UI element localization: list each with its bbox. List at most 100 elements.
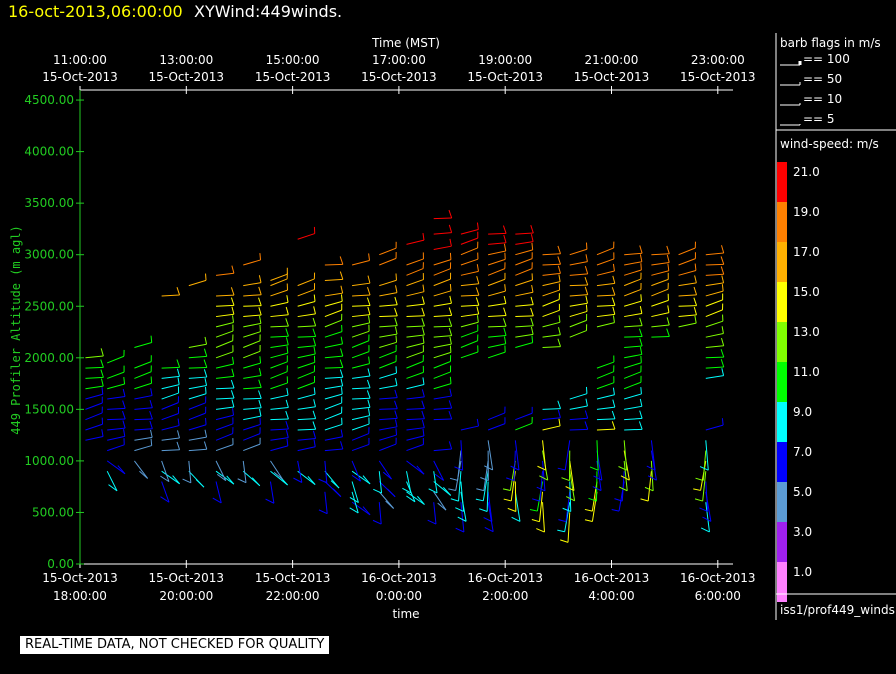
barb-staff — [134, 361, 152, 369]
barb-staff — [379, 247, 397, 256]
wind-barb — [695, 450, 707, 481]
wind-barb — [270, 306, 289, 318]
barb-staff — [569, 261, 588, 266]
barb-staff — [651, 270, 669, 276]
barb-flag — [395, 428, 398, 436]
barb-flag — [693, 307, 697, 315]
barb-flag — [286, 387, 289, 396]
wind-barb — [243, 344, 261, 359]
wind-barb — [212, 481, 222, 504]
wind-barb — [433, 355, 452, 369]
barb-flag — [313, 306, 316, 314]
wind-barb — [85, 387, 104, 400]
barb-flag — [585, 254, 588, 262]
wind-barb — [188, 378, 208, 390]
wind-barb — [651, 328, 670, 338]
barb-staff — [406, 443, 424, 452]
barb-flag — [443, 486, 452, 496]
wind-barb — [651, 282, 669, 297]
wind-barb — [705, 275, 725, 287]
barb-staff — [270, 301, 289, 307]
barb-staff — [542, 408, 561, 410]
wind-barb — [515, 406, 533, 421]
barb-staff — [406, 384, 425, 390]
wind-barb — [85, 359, 104, 369]
barb-flag — [339, 271, 344, 280]
barb-flag — [422, 284, 425, 292]
wind-barb — [352, 297, 371, 307]
barb-flag — [565, 486, 575, 492]
wind-barb — [506, 450, 516, 482]
barb-flag — [231, 265, 235, 274]
barb-staff — [215, 433, 233, 441]
wind-barb — [134, 335, 153, 348]
barb-staff — [542, 299, 560, 307]
barb-flag — [557, 400, 562, 409]
wind-barb — [161, 430, 180, 441]
barb-flag — [557, 338, 561, 347]
barb-staff — [705, 356, 724, 359]
barb-staff — [379, 408, 398, 410]
barb-flag — [340, 348, 344, 357]
barb-staff — [243, 314, 262, 318]
barb-staff — [488, 250, 506, 256]
wind-barb — [324, 285, 344, 297]
wind-barb — [565, 460, 575, 492]
barb-flag — [176, 359, 181, 368]
wind-barb — [161, 418, 180, 431]
barb-staff — [216, 304, 235, 307]
wind-barb — [651, 254, 670, 266]
header-product: XYWind:449winds. — [194, 2, 342, 21]
wind-barb — [537, 440, 547, 471]
wind-barb — [134, 460, 149, 479]
barb-flag — [394, 400, 398, 409]
barb-staff — [433, 259, 452, 266]
barb-flag — [122, 400, 126, 409]
barb-staff — [569, 417, 588, 421]
wind-barb — [596, 297, 616, 307]
barb-flag — [216, 473, 227, 482]
barb-staff — [596, 247, 614, 256]
barb-staff — [433, 471, 438, 494]
wind-barb — [85, 396, 103, 410]
barb-staff — [596, 294, 615, 297]
wind-barb — [487, 406, 506, 421]
barb-staff — [297, 437, 316, 441]
wind-barb — [569, 286, 589, 297]
barb-legend-label: == 50 — [803, 72, 842, 86]
wind-barb — [324, 348, 344, 359]
wind-barb — [352, 390, 371, 400]
barb-flag — [693, 488, 701, 491]
barb-flag — [117, 465, 126, 475]
barb-flag — [562, 507, 571, 512]
wind-barb — [705, 368, 725, 379]
wind-barb — [297, 399, 316, 410]
barb-staff — [378, 460, 392, 480]
barb-flag — [339, 359, 344, 368]
top-tick-time: 15:00:00 — [266, 53, 320, 67]
barb-staff — [188, 393, 207, 400]
wind-barb — [161, 386, 180, 400]
barb-flag — [258, 275, 262, 283]
barb-flag — [483, 517, 493, 523]
barb-staff — [243, 350, 261, 359]
barb-flag — [693, 297, 698, 306]
barb-staff — [569, 284, 588, 287]
wind-barb — [324, 256, 344, 266]
wind-barb — [351, 417, 370, 431]
barb-flag — [351, 474, 361, 482]
barb-flag — [558, 418, 561, 427]
wind-barb — [449, 450, 462, 481]
wind-barb — [614, 471, 625, 502]
barb-staff — [651, 262, 670, 266]
barb-staff — [596, 258, 615, 266]
wind-barb — [379, 366, 397, 379]
barb-staff — [107, 418, 126, 421]
barb-staff — [488, 242, 507, 245]
barb-flag — [176, 368, 180, 377]
wind-barb — [542, 315, 561, 328]
wind-barb — [270, 430, 289, 441]
barb-staff — [651, 253, 670, 256]
barb-staff — [433, 232, 452, 235]
barb-flag — [150, 429, 153, 438]
